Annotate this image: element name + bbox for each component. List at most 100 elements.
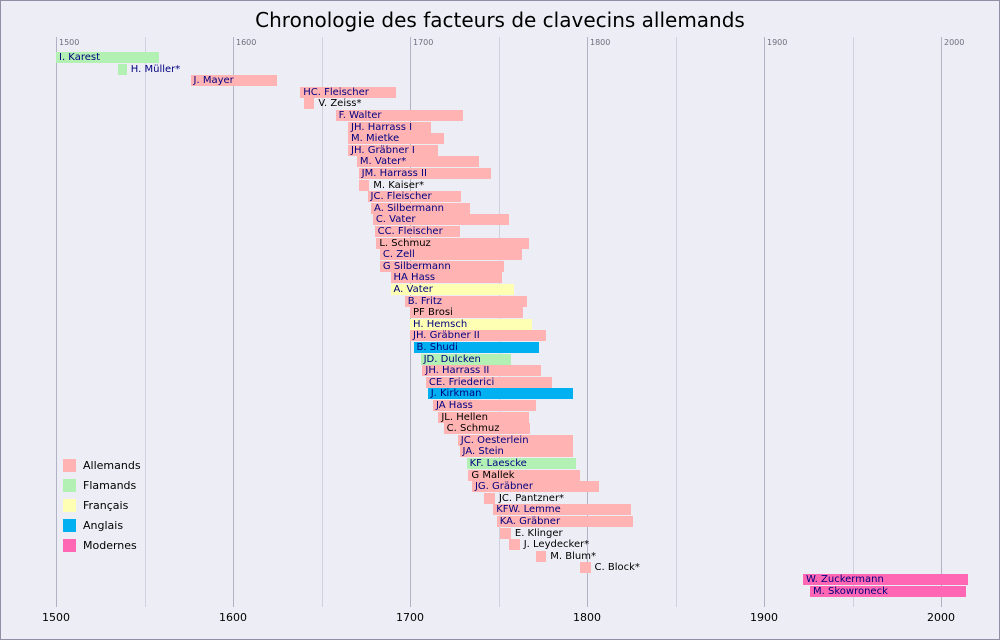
maker-label: JC. Pantzner* [498,492,565,504]
minor-gridline [145,37,146,607]
legend-label: Flamands [83,479,137,492]
maker-label[interactable]: J. Kirkman [430,388,482,400]
maker-label[interactable]: H. Müller* [130,63,181,75]
timeline-bar [379,249,522,261]
major-gridline [587,37,588,607]
timeline-bar [509,539,520,551]
maker-label[interactable]: HA Hass [393,272,436,284]
maker-label: M. Kaiser* [373,179,425,191]
timeline-bar [425,376,552,388]
timeline-bar [348,121,432,133]
timeline-bar [484,492,495,504]
maker-label[interactable]: I. Karest [59,52,100,63]
maker-label: J. Leydecker* [523,539,590,551]
maker-label[interactable]: W. Zuckermann [805,574,884,585]
maker-label[interactable]: JG. Gräbner [474,481,533,493]
maker-label[interactable]: B. Fritz [407,295,442,307]
timeline-bar [438,411,529,423]
maker-label[interactable]: JH. Harrass II [425,365,490,377]
maker-label[interactable]: HC. Fleischer [303,86,369,98]
maker-label[interactable]: CE. Friederici [428,376,495,388]
timeline-bar [468,469,580,481]
timeline-bar [457,434,573,446]
timeline-bar [358,168,492,179]
legend-swatch-anglais [63,519,76,532]
timeline-bar [356,156,480,168]
maker-label: C. Schmuz [446,423,500,435]
legend-swatch-modernes [63,539,76,552]
timeline-bar [471,481,600,493]
bottom-axis-label: 1800 [573,611,601,624]
maker-label[interactable]: JH. Gräbner I [351,144,415,156]
maker-label[interactable]: KFW. Lemme [496,504,561,516]
legend-label: Modernes [83,539,137,552]
maker-label[interactable]: F. Walter [338,110,382,121]
maker-label[interactable]: A. Vater [393,284,433,295]
major-gridline [233,37,234,607]
minor-gridline [322,37,323,607]
timeline-bar [422,365,541,377]
legend-swatch-flamands [63,479,76,492]
timeline-bar [443,423,531,435]
maker-label[interactable]: C. Vater [375,214,416,226]
maker-label: L. Schmuz [379,237,431,249]
timeline-bar [493,504,632,516]
maker-label[interactable]: M. Mietke [351,133,400,145]
legend-label: Allemands [83,459,141,472]
major-gridline [941,37,942,607]
timeline-bar [390,284,515,295]
maker-label[interactable]: M. Vater* [359,156,407,168]
maker-label[interactable]: JC. Fleischer [370,191,432,203]
maker-label: V. Zeiss* [318,98,362,110]
maker-label[interactable]: JM. Harrass II [361,168,427,179]
timeline-bar [300,86,396,98]
timeline-bar [367,191,462,203]
legend-swatch-français [63,499,76,512]
legend-swatch-allemands [63,459,76,472]
maker-label[interactable]: C. Zell [382,249,415,261]
maker-label: JL. Hellen [441,411,488,423]
maker-label[interactable]: JA Hass [436,400,473,411]
maker-label[interactable]: J. Mayer [193,75,234,87]
top-axis-label: 1700 [413,38,434,47]
timeline-bar [371,202,471,214]
timeline-bar [410,318,533,330]
legend-label: Anglais [83,519,124,532]
timeline-bar [374,226,460,237]
maker-label[interactable]: JD. Dulcken [423,353,481,365]
timeline-bar [379,260,504,272]
maker-label[interactable]: B. Shudi [416,342,458,353]
maker-label[interactable]: H. Hemsch [413,318,468,330]
maker-label[interactable]: JC. Oesterlein [460,434,529,446]
bottom-axis-label: 1600 [219,611,247,624]
top-axis-label: 2000 [944,38,965,47]
maker-label[interactable]: M. Skowroneck [813,585,888,597]
timeline-bar [535,550,547,562]
timeline-bar [420,353,511,365]
maker-label: C. Block* [594,562,640,574]
minor-gridline [676,37,677,607]
maker-label[interactable]: JH. Gräbner II [413,330,480,342]
timeline-bar [410,330,547,342]
maker-label[interactable]: A. Silbermann [374,202,444,214]
bottom-axis-label: 1500 [42,611,70,624]
maker-label[interactable]: JA. Stein [462,446,504,458]
timeline-bar [335,110,464,121]
maker-label[interactable]: G Silbermann [382,260,451,272]
timeline-bar [348,133,444,145]
timeline-bar [117,63,127,75]
timeline-bar [372,214,510,226]
maker-label[interactable]: JH. Harrass I [351,121,413,133]
timeline-bar [500,527,511,539]
maker-label[interactable]: KA. Gräbner [499,516,561,527]
maker-label[interactable]: KF. Laescke [469,458,527,469]
timeline-bar [466,458,577,469]
maker-label[interactable]: CC. Fleischer [377,226,443,237]
timeline-bar [802,574,968,585]
major-gridline [56,37,57,607]
timeline-bar [303,98,315,110]
maker-label: E. Klinger [514,527,563,539]
timeline-bar [348,144,439,156]
top-axis-label: 1900 [767,38,788,47]
